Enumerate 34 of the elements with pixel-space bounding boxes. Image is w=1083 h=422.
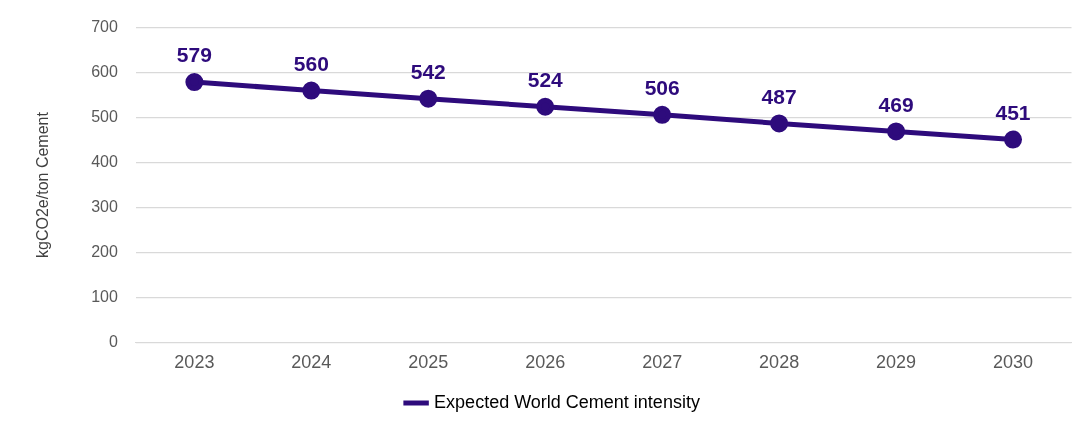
point <box>887 122 906 141</box>
x-tick-label: 2028 <box>759 352 800 373</box>
point <box>770 114 789 133</box>
data-label: 506 <box>644 76 680 100</box>
x-tick-label: 2023 <box>174 352 215 373</box>
data-label: 469 <box>878 92 914 116</box>
y-tick-label: 0 <box>108 332 118 350</box>
legend-label: Expected World Cement intensity <box>434 391 700 412</box>
y-axis-title: kgCO2e/ton Cement <box>34 111 52 258</box>
data-label: 451 <box>995 100 1031 124</box>
x-tick-label: 2025 <box>408 352 449 373</box>
x-tick-label: 2029 <box>876 352 917 373</box>
y-tick-label: 400 <box>91 152 118 170</box>
point <box>185 73 204 92</box>
point <box>536 97 555 116</box>
y-tick-label: 500 <box>91 107 118 125</box>
y-tick-label: 600 <box>91 62 118 80</box>
y-tick-label: 700 <box>91 18 118 36</box>
x-tick-label: 2026 <box>525 352 566 373</box>
x-tick-label: 2027 <box>642 352 683 373</box>
y-tick-label: 300 <box>91 197 118 215</box>
point <box>419 89 438 108</box>
point <box>302 81 321 100</box>
data-label: 542 <box>410 59 446 83</box>
x-tick-label: 2024 <box>291 352 332 373</box>
data-label: 487 <box>761 84 797 108</box>
data-label: 579 <box>176 43 212 67</box>
point <box>1004 130 1023 149</box>
y-tick-label: 200 <box>91 242 118 260</box>
data-label: 524 <box>527 68 564 92</box>
point <box>653 105 672 124</box>
y-tick-label: 100 <box>91 287 118 305</box>
x-tick-label: 2030 <box>993 352 1034 373</box>
data-label: 560 <box>293 51 329 75</box>
